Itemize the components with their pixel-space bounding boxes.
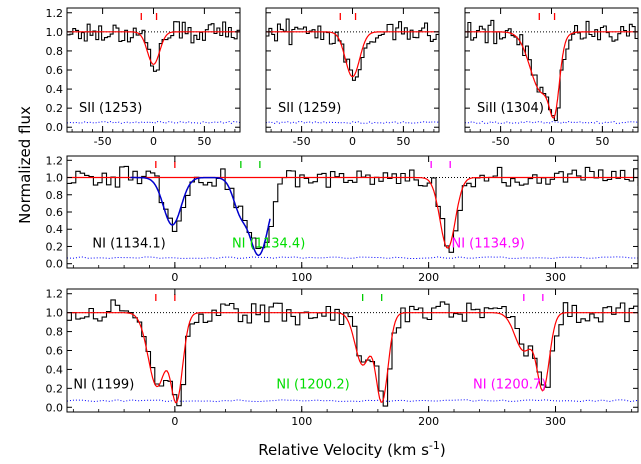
error-spectrum — [67, 399, 638, 403]
y-tick-label: 0.4 — [46, 223, 64, 236]
y-axis-label: Normalized flux — [16, 106, 34, 224]
model-fit-red — [67, 176, 638, 249]
model-fit-red — [266, 31, 439, 78]
model-fit-red — [67, 31, 240, 65]
y-tick-label: 0.8 — [46, 326, 64, 339]
ion-label: NI (1200.2) — [276, 377, 349, 392]
x-tick-label: 300 — [545, 415, 566, 428]
panel-plot-area — [465, 19, 638, 124]
ion-label: NI (1200.7) — [473, 377, 546, 392]
observed-spectrum — [266, 18, 439, 81]
panel-plot-area — [67, 299, 638, 407]
panel-top-middle: -50 0 50 SII (1259) — [265, 7, 440, 148]
observed-spectrum — [465, 19, 638, 122]
x-tick-label: 0 — [171, 415, 178, 428]
y-tick-label: 0.8 — [46, 189, 64, 202]
ion-label: SiII (1304) — [477, 101, 544, 116]
x-tick-label: -50 — [293, 135, 311, 148]
x-tick-label: -50 — [94, 135, 112, 148]
panel-bottom: 0.0 0.2 0.4 0.6 0.8 1.0 1.2 0 100 200 300 NI (1199)… — [46, 288, 639, 428]
observed-spectrum — [67, 21, 240, 72]
y-tick-label: 0.2 — [46, 382, 64, 395]
y-tick-label: 0.2 — [46, 240, 64, 253]
y-tick-label: 0.6 — [46, 345, 64, 358]
x-tick-label: 200 — [418, 415, 439, 428]
error-spectrum — [266, 121, 439, 125]
y-tick-label: 0.0 — [46, 121, 64, 134]
ion-label: NI (1134.1) — [92, 236, 165, 251]
y-tick-label: 1.2 — [46, 154, 64, 167]
x-tick-label: 50 — [396, 135, 410, 148]
panel-plot-area — [67, 21, 240, 125]
x-tick-label: 100 — [291, 271, 312, 284]
panel-top-right: -50 0 50 SiII (1304) — [464, 7, 639, 148]
y-tick-label: 0.4 — [46, 363, 64, 376]
model-fit-blue — [130, 176, 271, 257]
y-tick-label: 0.6 — [46, 206, 64, 219]
ion-label: NI (1134.4) — [232, 236, 305, 251]
x-axis-label-main: Relative Velocity (km s — [258, 441, 429, 459]
y-tick-label: 1.0 — [46, 26, 64, 39]
y-tick-label: 1.0 — [46, 307, 64, 320]
x-tick-label: 50 — [197, 135, 211, 148]
observed-spectrum — [67, 299, 638, 407]
y-tick-label: 0.8 — [46, 45, 64, 58]
ion-label: NI (1199) — [73, 377, 134, 392]
y-tick-label: 1.2 — [46, 288, 64, 301]
panel-top-left: 0.0 0.2 0.4 0.6 0.8 1.0 1.2 -50 0 50 SII (1253) — [46, 7, 241, 148]
y-tick-label: 0.0 — [46, 401, 64, 414]
y-tick-label: 1.0 — [46, 172, 64, 185]
error-spectrum — [67, 120, 240, 125]
y-tick-label: 0.0 — [46, 258, 64, 271]
y-tick-label: 1.2 — [46, 7, 64, 20]
x-axis-label-exponent: -1 — [429, 439, 440, 452]
x-axis-label-close: ) — [440, 441, 446, 459]
ion-label: SII (1253) — [79, 101, 142, 116]
x-tick-label: 100 — [291, 415, 312, 428]
model-fit-red — [465, 31, 638, 119]
panel-plot-area — [67, 165, 638, 260]
x-tick-label: 300 — [545, 271, 566, 284]
x-tick-label: 0 — [171, 271, 178, 284]
x-axis-label: Relative Velocity (km s-1) — [258, 439, 445, 459]
y-tick-label: 0.6 — [46, 64, 64, 77]
x-tick-label: 0 — [349, 135, 356, 148]
y-tick-label: 0.4 — [46, 83, 64, 96]
x-tick-label: 50 — [595, 135, 609, 148]
x-tick-label: -50 — [492, 135, 510, 148]
panel-plot-area — [266, 18, 439, 125]
panels: 0.0 0.2 0.4 0.6 0.8 1.0 1.2 -50 0 50 SII (1253) -50… — [46, 7, 639, 428]
ion-label: NI (1134.9) — [451, 236, 524, 251]
x-tick-label: 200 — [418, 271, 439, 284]
model-fit-red — [67, 312, 638, 404]
x-tick-label: 0 — [150, 135, 157, 148]
y-tick-label: 0.2 — [46, 102, 64, 115]
ion-label: SII (1259) — [278, 101, 341, 116]
x-tick-label: 0 — [548, 135, 555, 148]
panel-middle: 0.0 0.2 0.4 0.6 0.8 1.0 1.2 0 100 200 300 NI (1134.… — [46, 154, 639, 284]
